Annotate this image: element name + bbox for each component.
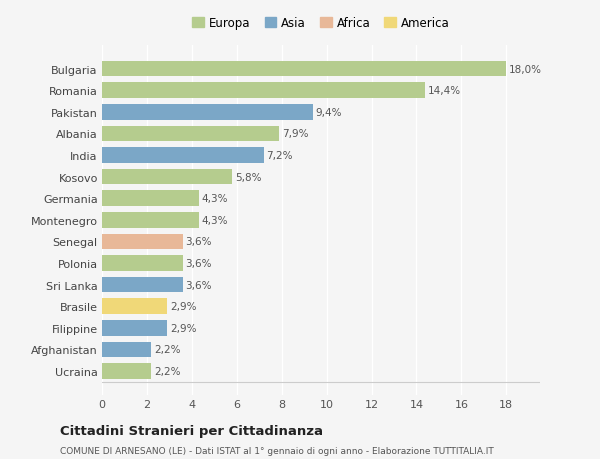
Bar (102, 62, 506, 77)
Bar (102, 320, 167, 336)
Bar (102, 342, 151, 358)
Bar (102, 169, 232, 185)
Text: 14,4%: 14,4% (428, 86, 461, 96)
Text: 4,3%: 4,3% (201, 215, 228, 225)
Bar (102, 191, 199, 207)
Text: 2,2%: 2,2% (154, 345, 181, 354)
Text: 5,8%: 5,8% (235, 172, 262, 182)
Bar (102, 277, 183, 293)
Text: 7,2%: 7,2% (266, 151, 293, 161)
Bar (102, 364, 151, 379)
Bar (102, 105, 313, 120)
Text: COMUNE DI ARNESANO (LE) - Dati ISTAT al 1° gennaio di ogni anno - Elaborazione T: COMUNE DI ARNESANO (LE) - Dati ISTAT al … (60, 446, 494, 455)
Text: 3,6%: 3,6% (185, 258, 212, 269)
Text: 2,9%: 2,9% (170, 302, 196, 312)
Bar (102, 148, 264, 163)
Text: 4,3%: 4,3% (201, 194, 228, 204)
Bar (102, 299, 167, 314)
Text: 3,6%: 3,6% (185, 237, 212, 247)
Bar (102, 234, 183, 250)
Bar (102, 83, 425, 99)
Bar (102, 126, 280, 142)
Text: 7,9%: 7,9% (282, 129, 308, 139)
Text: 18,0%: 18,0% (509, 65, 542, 74)
Text: 2,9%: 2,9% (170, 323, 196, 333)
Legend: Europa, Asia, Africa, America: Europa, Asia, Africa, America (193, 17, 449, 30)
Text: 3,6%: 3,6% (185, 280, 212, 290)
Text: 9,4%: 9,4% (316, 107, 343, 118)
Text: Cittadini Stranieri per Cittadinanza: Cittadini Stranieri per Cittadinanza (60, 425, 323, 437)
Bar (102, 213, 199, 228)
Text: 2,2%: 2,2% (154, 366, 181, 376)
Bar (102, 256, 183, 271)
